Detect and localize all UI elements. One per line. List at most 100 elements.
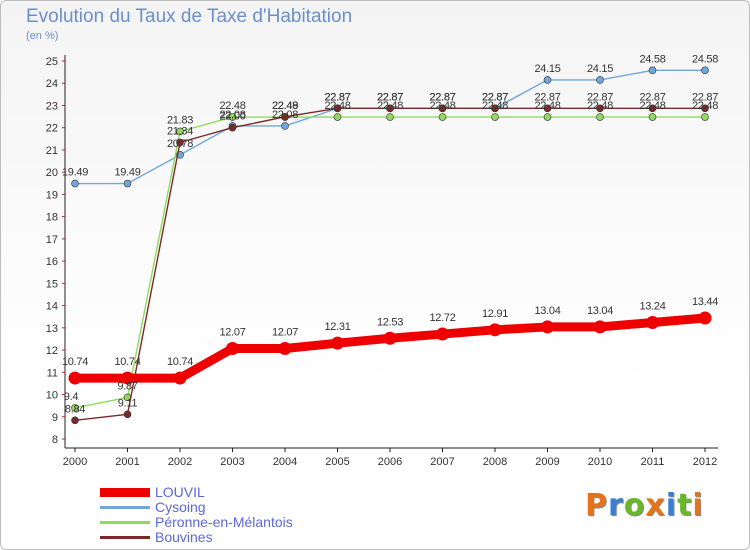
data-point xyxy=(596,76,604,84)
data-point xyxy=(228,113,237,121)
data-label: 22.48 xyxy=(692,100,718,112)
data-label: 10.74 xyxy=(114,356,140,368)
data-label: 13.04 xyxy=(587,305,613,317)
y-tick-label: 25 xyxy=(46,56,58,68)
data-label: 21.83 xyxy=(167,114,193,126)
data-point xyxy=(648,66,657,75)
data-point xyxy=(278,342,292,356)
chart-subtitle: (en %) xyxy=(26,30,59,42)
x-tick-label: 2009 xyxy=(535,456,559,468)
data-point xyxy=(123,410,132,419)
data-label: 22.87 xyxy=(377,91,403,103)
x-tick-label: 2002 xyxy=(168,456,192,468)
data-label: 12.53 xyxy=(377,316,403,328)
logo-letter: i xyxy=(692,488,704,523)
legend-swatch xyxy=(100,521,150,524)
y-tick-label: 11 xyxy=(47,367,58,379)
data-point xyxy=(491,104,499,113)
data-point xyxy=(281,122,289,130)
x-tick-label: 2007 xyxy=(430,456,454,468)
data-point xyxy=(383,331,397,345)
data-point xyxy=(701,113,709,121)
legend-label: Péronne-en-Mélantois xyxy=(155,514,293,530)
data-label: 22.48 xyxy=(219,100,245,112)
data-point xyxy=(71,179,79,188)
data-label: 22.87 xyxy=(482,91,508,103)
data-point xyxy=(176,138,184,147)
data-point xyxy=(68,371,82,385)
legend-swatch xyxy=(100,536,150,539)
y-tick-label: 12 xyxy=(46,345,58,357)
data-label: 22.48 xyxy=(377,100,403,112)
data-label: 22.87 xyxy=(324,91,350,103)
data-label: 22.48 xyxy=(272,100,298,112)
data-label: 24.58 xyxy=(692,53,718,65)
data-label: 22.87 xyxy=(377,91,403,103)
data-label: 19.49 xyxy=(114,167,140,179)
data-point xyxy=(543,104,552,113)
x-tick-label: 2000 xyxy=(63,456,87,468)
data-point xyxy=(648,113,657,121)
data-label: 22.00 xyxy=(219,111,245,123)
series-line-bouvines xyxy=(74,107,706,422)
data-label: 9.11 xyxy=(118,397,138,409)
legend-label: LOUVIL xyxy=(155,484,205,500)
data-label: 22.48 xyxy=(429,100,455,112)
data-label: 22.87 xyxy=(639,91,665,103)
data-label: 12.72 xyxy=(429,312,455,324)
data-point xyxy=(701,66,709,75)
logo-letter: P xyxy=(585,488,608,523)
data-point xyxy=(176,127,184,136)
data-point xyxy=(491,113,499,121)
legend-label: Bouvines xyxy=(155,529,213,545)
logo-letter: x xyxy=(645,488,666,523)
data-label: 22.87 xyxy=(534,91,560,103)
x-tick-label: 2012 xyxy=(693,456,717,468)
data-label: 13.04 xyxy=(534,305,560,317)
data-point xyxy=(228,123,237,132)
logo-letter: i xyxy=(665,488,678,523)
data-label: 22.87 xyxy=(482,91,508,103)
logo-letter: t xyxy=(677,488,693,523)
data-point xyxy=(701,104,709,113)
data-point xyxy=(593,320,607,334)
data-point xyxy=(226,342,239,356)
data-label: 12.91 xyxy=(482,308,508,320)
x-tick-label: 2011 xyxy=(641,456,665,468)
data-label: 20.78 xyxy=(167,138,193,150)
data-label: 9.87 xyxy=(117,380,137,392)
data-label: 22.87 xyxy=(324,91,350,103)
data-label: 24.58 xyxy=(639,53,665,65)
data-point xyxy=(386,104,394,113)
y-tick-label: 23 xyxy=(46,100,58,112)
y-tick-label: 14 xyxy=(46,301,58,313)
x-tick-label: 2004 xyxy=(273,456,297,468)
y-tick-label: 24 xyxy=(46,78,58,90)
chart-title: Evolution du Taux de Taxe d'Habitation xyxy=(26,6,353,27)
data-label: 22.48 xyxy=(587,100,613,112)
x-tick-label: 2010 xyxy=(588,456,612,468)
data-label: 10.74 xyxy=(167,356,193,368)
data-point xyxy=(386,113,394,121)
data-label: 12.07 xyxy=(272,327,298,339)
data-point xyxy=(173,371,187,385)
y-tick-label: 13 xyxy=(46,323,58,335)
data-point xyxy=(331,336,344,350)
data-label: 22.49 xyxy=(272,100,298,112)
y-tick-label: 16 xyxy=(46,256,58,268)
data-label: 22.48 xyxy=(324,100,350,112)
y-tick-label: 8 xyxy=(52,434,58,446)
data-label: 13.44 xyxy=(692,296,718,308)
data-label: 22.87 xyxy=(429,91,455,103)
y-tick-label: 18 xyxy=(46,212,58,224)
legend-swatch xyxy=(100,488,150,497)
data-label: 22.48 xyxy=(482,100,508,112)
data-point xyxy=(698,311,712,325)
data-label: 13.24 xyxy=(639,300,665,312)
y-tick-label: 15 xyxy=(46,278,58,290)
data-point xyxy=(438,104,447,113)
data-label: 12.07 xyxy=(219,327,245,339)
proxiti-logo: Proxiti xyxy=(585,488,704,523)
